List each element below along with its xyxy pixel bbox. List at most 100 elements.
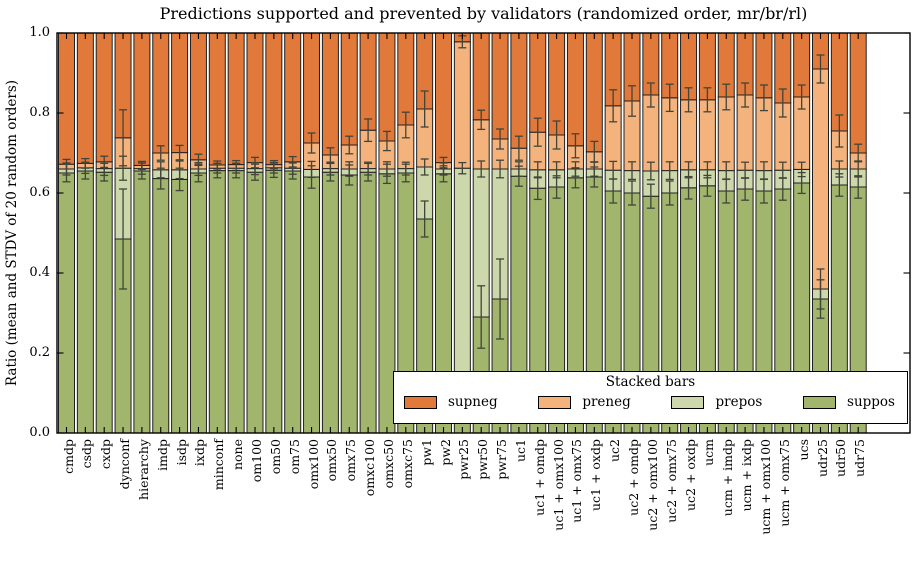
y-tick-label: 0.6: [29, 185, 50, 200]
x-tick-label: udr25: [814, 439, 830, 477]
legend-swatch-prepos: [671, 395, 705, 409]
legend-entry-prepos: prepos: [671, 394, 762, 410]
legend-swatch-suppos: [803, 395, 837, 409]
x-tick-label: csdp: [79, 439, 95, 469]
x-tick-label: pw1: [418, 439, 434, 466]
bar-segment-suppos: [227, 170, 245, 434]
y-tick-label: 0.8: [29, 105, 50, 120]
bar-segment-supneg: [303, 32, 321, 144]
x-tick-label: ucs: [795, 439, 811, 461]
x-tick-label: uc2 + oxdp: [682, 439, 698, 512]
x-tick-label: omxc50: [380, 439, 396, 489]
legend-swatch-preneg: [538, 395, 572, 409]
legend-label-prepos: prepos: [715, 394, 763, 410]
y-tick-label: 0.2: [29, 345, 50, 360]
bar-segment-suppos: [246, 171, 264, 434]
bar-segment-suppos: [58, 172, 75, 434]
bar-segment-supneg: [321, 32, 339, 156]
bar-segment-preneg: [453, 41, 471, 169]
bar-segment-suppos: [321, 171, 339, 434]
bar-segment-supneg: [133, 32, 151, 166]
legend-label-supneg: supneg: [448, 394, 498, 410]
x-tick-label: om75: [286, 439, 302, 475]
y-tick-label: 0.4: [29, 265, 50, 280]
plot-frame: [56, 32, 911, 434]
x-tick-label: none: [230, 439, 246, 471]
bar-segment-supneg: [566, 32, 584, 147]
x-tick-label: cmdp: [60, 439, 76, 474]
x-tick-label: pwr50: [475, 439, 491, 480]
bar-segment-suppos: [133, 170, 151, 434]
x-tick-label: pwr25: [456, 439, 472, 480]
x-tick-label: pwr75: [494, 439, 510, 480]
legend-entry-supneg: supneg: [404, 394, 498, 410]
bar-segment-supneg: [340, 32, 358, 146]
bar-segment-supneg: [265, 32, 283, 166]
x-tick-label: ixdp: [192, 439, 208, 467]
legend-swatch-supneg: [404, 395, 437, 409]
bar-segment-supneg: [76, 32, 94, 164]
bar-segment-suppos: [189, 172, 207, 434]
x-tick-label: minconf: [211, 439, 227, 491]
x-tick-label: uc1: [512, 439, 528, 463]
bar-segment-supneg: [246, 32, 264, 164]
x-tick-label: uc2 + omx75: [663, 439, 679, 523]
bar-segment-suppos: [208, 170, 226, 434]
legend-entry-preneg: preneg: [538, 394, 631, 410]
bar-segment-prepos: [453, 167, 471, 406]
bar-segment-suppos: [171, 178, 189, 434]
x-tick-label: omx75: [343, 439, 359, 482]
bar-segment-supneg: [227, 32, 245, 166]
bar-segment-supneg: [359, 32, 377, 131]
bar-segment-supneg: [397, 32, 415, 126]
x-tick-label: om50: [267, 439, 283, 475]
bar-segment-suppos: [284, 170, 302, 434]
legend-entries: supneg preneg prepos suppos: [394, 390, 907, 410]
x-tick-label: uc1 + omx100: [550, 439, 566, 531]
bar-segment-supneg: [284, 32, 302, 163]
y-axis-label: Ratio (mean and STDV of 20 random orders…: [4, 79, 20, 387]
x-tick-label: uc2 + omdp: [626, 439, 641, 516]
bar-segment-suppos: [265, 169, 283, 434]
bar-segment-suppos: [95, 171, 113, 434]
bar-segment-supneg: [585, 32, 603, 153]
x-tick-label: uc1 + omx75: [569, 439, 585, 523]
bar-segment-supneg: [548, 32, 566, 136]
bar-segment-supneg: [171, 32, 189, 154]
bar-segment-supneg: [472, 32, 490, 121]
bar-segment-supneg: [849, 32, 867, 154]
legend-label-preneg: preneg: [582, 394, 631, 410]
x-tick-label: omx100: [305, 439, 321, 490]
x-tick-label: isdp: [173, 439, 189, 466]
x-tick-label: omxc75: [399, 439, 415, 489]
y-tick-label: 1.0: [29, 25, 50, 40]
x-tick-label: uc2: [607, 439, 623, 463]
x-tick-label: ucm + omx100: [757, 439, 773, 535]
x-tick-label: hierarchy: [135, 439, 151, 500]
x-tick-label: cxdp: [98, 439, 114, 470]
x-tick-label: ucm + omx75: [776, 439, 792, 527]
bar-segment-supneg: [189, 32, 207, 161]
bar-segment-preneg: [812, 68, 829, 290]
bar-segment-suppos: [76, 170, 94, 434]
bar-segment-supneg: [529, 32, 547, 133]
x-tick-label: udr75: [852, 439, 868, 477]
x-tick-label: uc2 + omx100: [644, 439, 660, 531]
bar-segment-supneg: [378, 32, 396, 142]
chart-title: Predictions supported and prevented by v…: [159, 4, 808, 23]
x-tick-label: uc1 + oxdp: [588, 439, 604, 512]
x-tick-label: udr50: [833, 439, 849, 477]
x-tick-label: ucm: [701, 439, 717, 466]
bar-segment-suppos: [303, 176, 321, 434]
x-tick-label: imdp: [154, 439, 170, 471]
bar-segment-supneg: [95, 32, 113, 163]
x-tick-label: ucm + ixdp: [739, 439, 755, 512]
legend-box: Stacked bars supneg preneg prepos suppos: [393, 371, 908, 424]
x-tick-label: omx50: [324, 439, 340, 482]
bar-segment-supneg: [510, 32, 528, 149]
legend-entry-suppos: suppos: [803, 394, 895, 410]
x-tick-label: pw2: [437, 439, 453, 466]
x-tick-label: uc1 + omdp: [531, 439, 547, 516]
